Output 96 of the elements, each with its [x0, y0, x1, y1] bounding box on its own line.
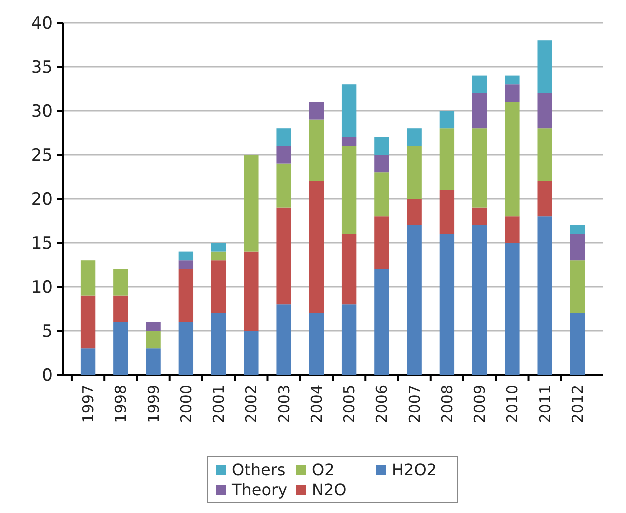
bar	[146, 322, 161, 331]
bar	[114, 322, 128, 375]
bar	[309, 181, 324, 314]
x-tick-label: 2009	[471, 385, 490, 424]
legend-label: Others	[232, 460, 286, 480]
x-tick-label: 2012	[568, 385, 587, 424]
x-tick-label: 2004	[308, 385, 326, 424]
bar	[80, 260, 96, 296]
bar	[244, 331, 259, 375]
bar	[538, 181, 552, 217]
x-tick-label: 2002	[242, 385, 261, 424]
bar	[440, 128, 455, 190]
y-tick-label: 15	[31, 234, 53, 254]
bar	[342, 137, 357, 146]
y-tick-label: 10	[31, 278, 53, 298]
bar	[570, 260, 586, 314]
bar	[309, 102, 324, 120]
x-tick-label: 2010	[504, 385, 522, 424]
bar	[211, 243, 226, 252]
y-tick-label: 35	[31, 58, 53, 78]
bar	[472, 225, 488, 375]
x-tick-label: 1998	[112, 385, 130, 424]
bar	[374, 269, 390, 375]
bar	[440, 234, 455, 375]
bar	[342, 84, 357, 138]
bar	[538, 40, 552, 94]
bar	[211, 252, 226, 261]
x-tick-label: 2006	[373, 385, 392, 424]
bar	[570, 225, 586, 234]
bar	[440, 111, 455, 129]
bar	[472, 208, 488, 226]
bar	[80, 296, 96, 349]
bar	[178, 260, 194, 270]
legend-label: O2	[312, 460, 335, 480]
legend-label: Theory	[231, 480, 288, 500]
bar	[80, 348, 96, 375]
y-tick-label: 30	[31, 102, 53, 122]
bar	[538, 93, 552, 129]
x-tick-label: 2005	[340, 385, 359, 424]
bar	[178, 322, 194, 375]
bar	[374, 216, 390, 270]
x-tick-label: 2007	[406, 385, 424, 424]
bar	[407, 225, 422, 375]
bar	[407, 128, 422, 146]
bar	[342, 146, 357, 234]
bar	[276, 208, 292, 305]
bar	[505, 84, 520, 102]
bar	[309, 120, 324, 182]
y-tick-label: 5	[42, 322, 53, 342]
bar	[146, 348, 161, 375]
bar	[570, 234, 586, 261]
bar	[342, 304, 357, 375]
bar	[472, 76, 488, 94]
bar	[276, 128, 292, 146]
y-tick-label: 0	[42, 366, 53, 386]
bar	[538, 128, 552, 182]
bar	[505, 76, 520, 85]
legend-label: N2O	[312, 480, 347, 500]
y-tick-label: 40	[31, 14, 53, 34]
bar	[244, 252, 259, 331]
y-tick-label: 25	[31, 146, 53, 166]
y-tick-label: 20	[31, 190, 53, 210]
bar	[472, 128, 488, 208]
x-tick-label: 1999	[144, 385, 163, 424]
bar	[374, 172, 390, 217]
legend-label: H2O2	[392, 460, 437, 480]
bar	[146, 331, 161, 349]
x-tick-label: 2001	[210, 385, 228, 424]
bar	[505, 102, 520, 217]
bar	[211, 260, 226, 314]
bar	[342, 234, 357, 305]
x-tick-label: 2008	[438, 385, 456, 424]
bar	[178, 252, 194, 261]
bar	[407, 199, 422, 226]
bar	[472, 93, 488, 129]
bar	[538, 216, 552, 375]
x-tick-label: 2000	[177, 385, 196, 424]
x-tick-label: 2003	[275, 385, 294, 424]
bar	[374, 155, 390, 173]
x-tick-label: 1997	[80, 385, 98, 424]
bar	[114, 269, 128, 296]
bar	[309, 313, 324, 375]
bar	[276, 304, 292, 375]
bar	[374, 137, 390, 155]
bar	[407, 146, 422, 199]
bar	[276, 164, 292, 208]
bar	[211, 313, 226, 375]
bar	[178, 269, 194, 322]
bar	[505, 243, 520, 375]
bar	[114, 296, 128, 322]
bar	[276, 146, 292, 164]
bar	[570, 313, 586, 375]
bar	[440, 190, 455, 234]
x-tick-label: 2011	[536, 385, 554, 424]
bar	[505, 216, 520, 243]
bar	[244, 155, 259, 252]
